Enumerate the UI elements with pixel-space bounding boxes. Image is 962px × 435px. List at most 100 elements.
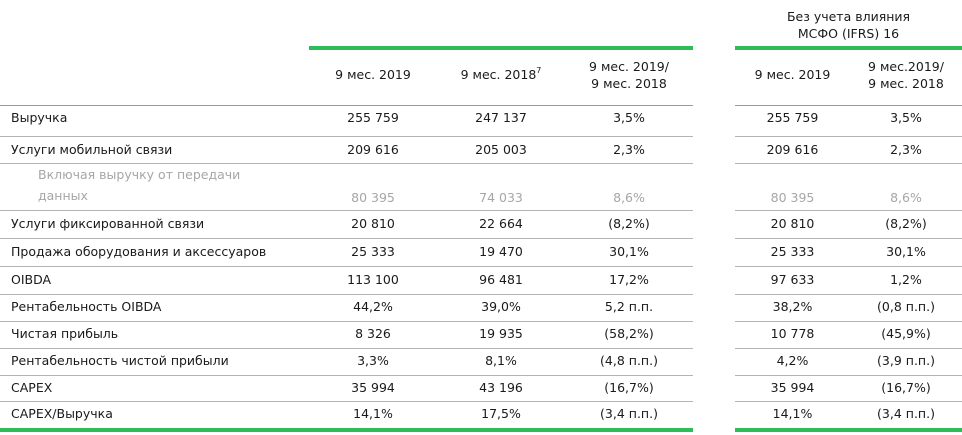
cell-v1: 209 616 [347,142,399,157]
row-divider [735,321,962,322]
row-label: Включая выручку от передачи [38,167,241,182]
row-divider [735,348,962,349]
cell-v3: (16,7%) [604,380,654,395]
cell-v2: 17,5% [481,406,521,421]
cell-v5: (0,8 п.п.) [877,299,935,314]
row-divider [0,238,693,239]
row-label: CAPEX/Выручка [11,406,113,421]
header-accent-bar-ifrs [735,46,962,50]
cell-v4: 25 333 [770,244,815,259]
cell-v3: 17,2% [609,272,649,287]
cell-v4: 4,2% [776,353,809,368]
row-label: OIBDA [11,272,52,287]
footer-accent-bar-main [0,428,693,432]
table-row: CAPEX 35 994 43 196 (16,7%) 35 994 (16,7%) [0,376,962,402]
ifrs-group-title-line1: Без учета влияния [786,9,911,24]
cell-v4: 255 759 [766,110,819,125]
row-divider [0,401,693,402]
row-divider [735,266,962,267]
cell-v4: 38,2% [772,299,813,314]
row-label: Выручка [11,110,68,125]
cell-v4: 20 810 [770,216,815,231]
header-accent-bar-main [309,46,693,50]
cell-v3: (58,2%) [604,326,654,341]
cell-v3: 8,6% [613,190,645,205]
cell-v1: 80 395 [351,190,395,205]
cell-v5: (45,9%) [881,326,931,341]
cell-v3: (4,8 п.п.) [600,353,658,368]
cell-v3: 30,1% [609,244,649,259]
cell-v5: 3,5% [890,110,922,125]
cell-v1: 25 333 [351,244,395,259]
row-divider [735,238,962,239]
col-header-ifrs-change: 9 мес.2019/ 9 мес. 2018 [868,59,944,91]
table-row: Услуги мобильной связи 209 616 205 003 2,3%… [0,138,962,164]
cell-v5: 8,6% [890,190,922,205]
col-header-9m2019: 9 мес. 2019 [335,67,411,82]
col-header-ifrs-9m2019: 9 мес. 2019 [754,67,831,82]
row-divider [0,321,693,322]
table-row: Рентабельность OIBDA 44,2% 39,0% 5,2 п.п. 38… [0,295,962,321]
col-header-9m2018: 9 мес. 20187 [460,66,542,83]
row-label: Чистая прибыль [11,326,119,341]
cell-v3: 5,2 п.п. [604,299,654,314]
table-row: CAPEX/Выручка 14,1% 17,5% (3,4 п.п.) 14,1% (3… [0,402,962,428]
row-label: Услуги фиксированной связи [11,216,205,231]
row-divider [735,105,962,106]
cell-v1: 14,1% [353,406,393,421]
cell-v5: 1,2% [890,272,922,287]
row-divider [735,136,962,137]
cell-v1: 113 100 [347,272,399,287]
ifrs-group-title: Без учета влияния МСФО (IFRS) 16 [735,8,962,42]
cell-v2: 43 196 [479,380,523,395]
row-divider [735,375,962,376]
cell-v4: 209 616 [766,142,819,157]
cell-v5: 30,1% [886,244,926,259]
cell-v4: 35 994 [770,380,815,395]
table-row: Услуги фиксированной связи 20 810 22 664 (8… [0,212,962,238]
row-label: Продажа оборудования и аксессуаров [11,244,267,259]
cell-v1: 35 994 [351,380,395,395]
cell-v5: (3,9 п.п.) [877,353,935,368]
cell-v5: (8,2%) [885,216,927,231]
cell-v1: 255 759 [347,110,399,125]
cell-v2: 96 481 [479,272,523,287]
row-divider [735,294,962,295]
cell-v4: 80 395 [770,190,815,205]
row-label: Рентабельность чистой прибыли [11,353,229,368]
cell-v5: 2,3% [890,142,922,157]
row-divider [0,105,693,106]
table-row: Продажа оборудования и аксессуаров 25 333… [0,240,962,266]
row-label: Рентабельность OIBDA [11,299,162,314]
row-label-cont: данных [38,188,88,203]
table-row: Рентабельность чистой прибыли 3,3% 8,1% (4,… [0,349,962,375]
cell-v2: 39,0% [481,299,521,314]
cell-v2: 247 137 [475,110,527,125]
row-divider [0,348,693,349]
col-header-change: 9 мес. 2019/ 9 мес. 2018 [589,59,669,91]
cell-v2: 19 470 [479,244,523,259]
cell-v4: 10 778 [770,326,815,341]
row-divider [735,210,962,211]
row-divider [0,163,693,164]
cell-v4: 14,1% [772,406,813,421]
row-label: Услуги мобильной связи [11,142,173,157]
row-divider [0,375,693,376]
row-divider [0,266,693,267]
cell-v2: 19 935 [479,326,523,341]
footer-accent-bar-ifrs [735,428,962,432]
cell-v3: 3,5% [613,110,645,125]
cell-v2: 74 033 [479,190,523,205]
cell-v1: 3,3% [357,353,389,368]
row-divider [0,136,693,137]
ifrs-group-title-line2: МСФО (IFRS) 16 [797,26,900,41]
cell-v3: 2,3% [613,142,645,157]
cell-v1: 8 326 [355,326,391,341]
footnote-mark: 7 [536,66,542,75]
cell-v2: 205 003 [475,142,527,157]
cell-v3: (8,2%) [608,216,650,231]
cell-v2: 8,1% [485,353,517,368]
table-row: Чистая прибыль 8 326 19 935 (58,2%) 10 778 (4… [0,322,962,348]
row-divider [0,294,693,295]
row-divider [0,210,693,211]
